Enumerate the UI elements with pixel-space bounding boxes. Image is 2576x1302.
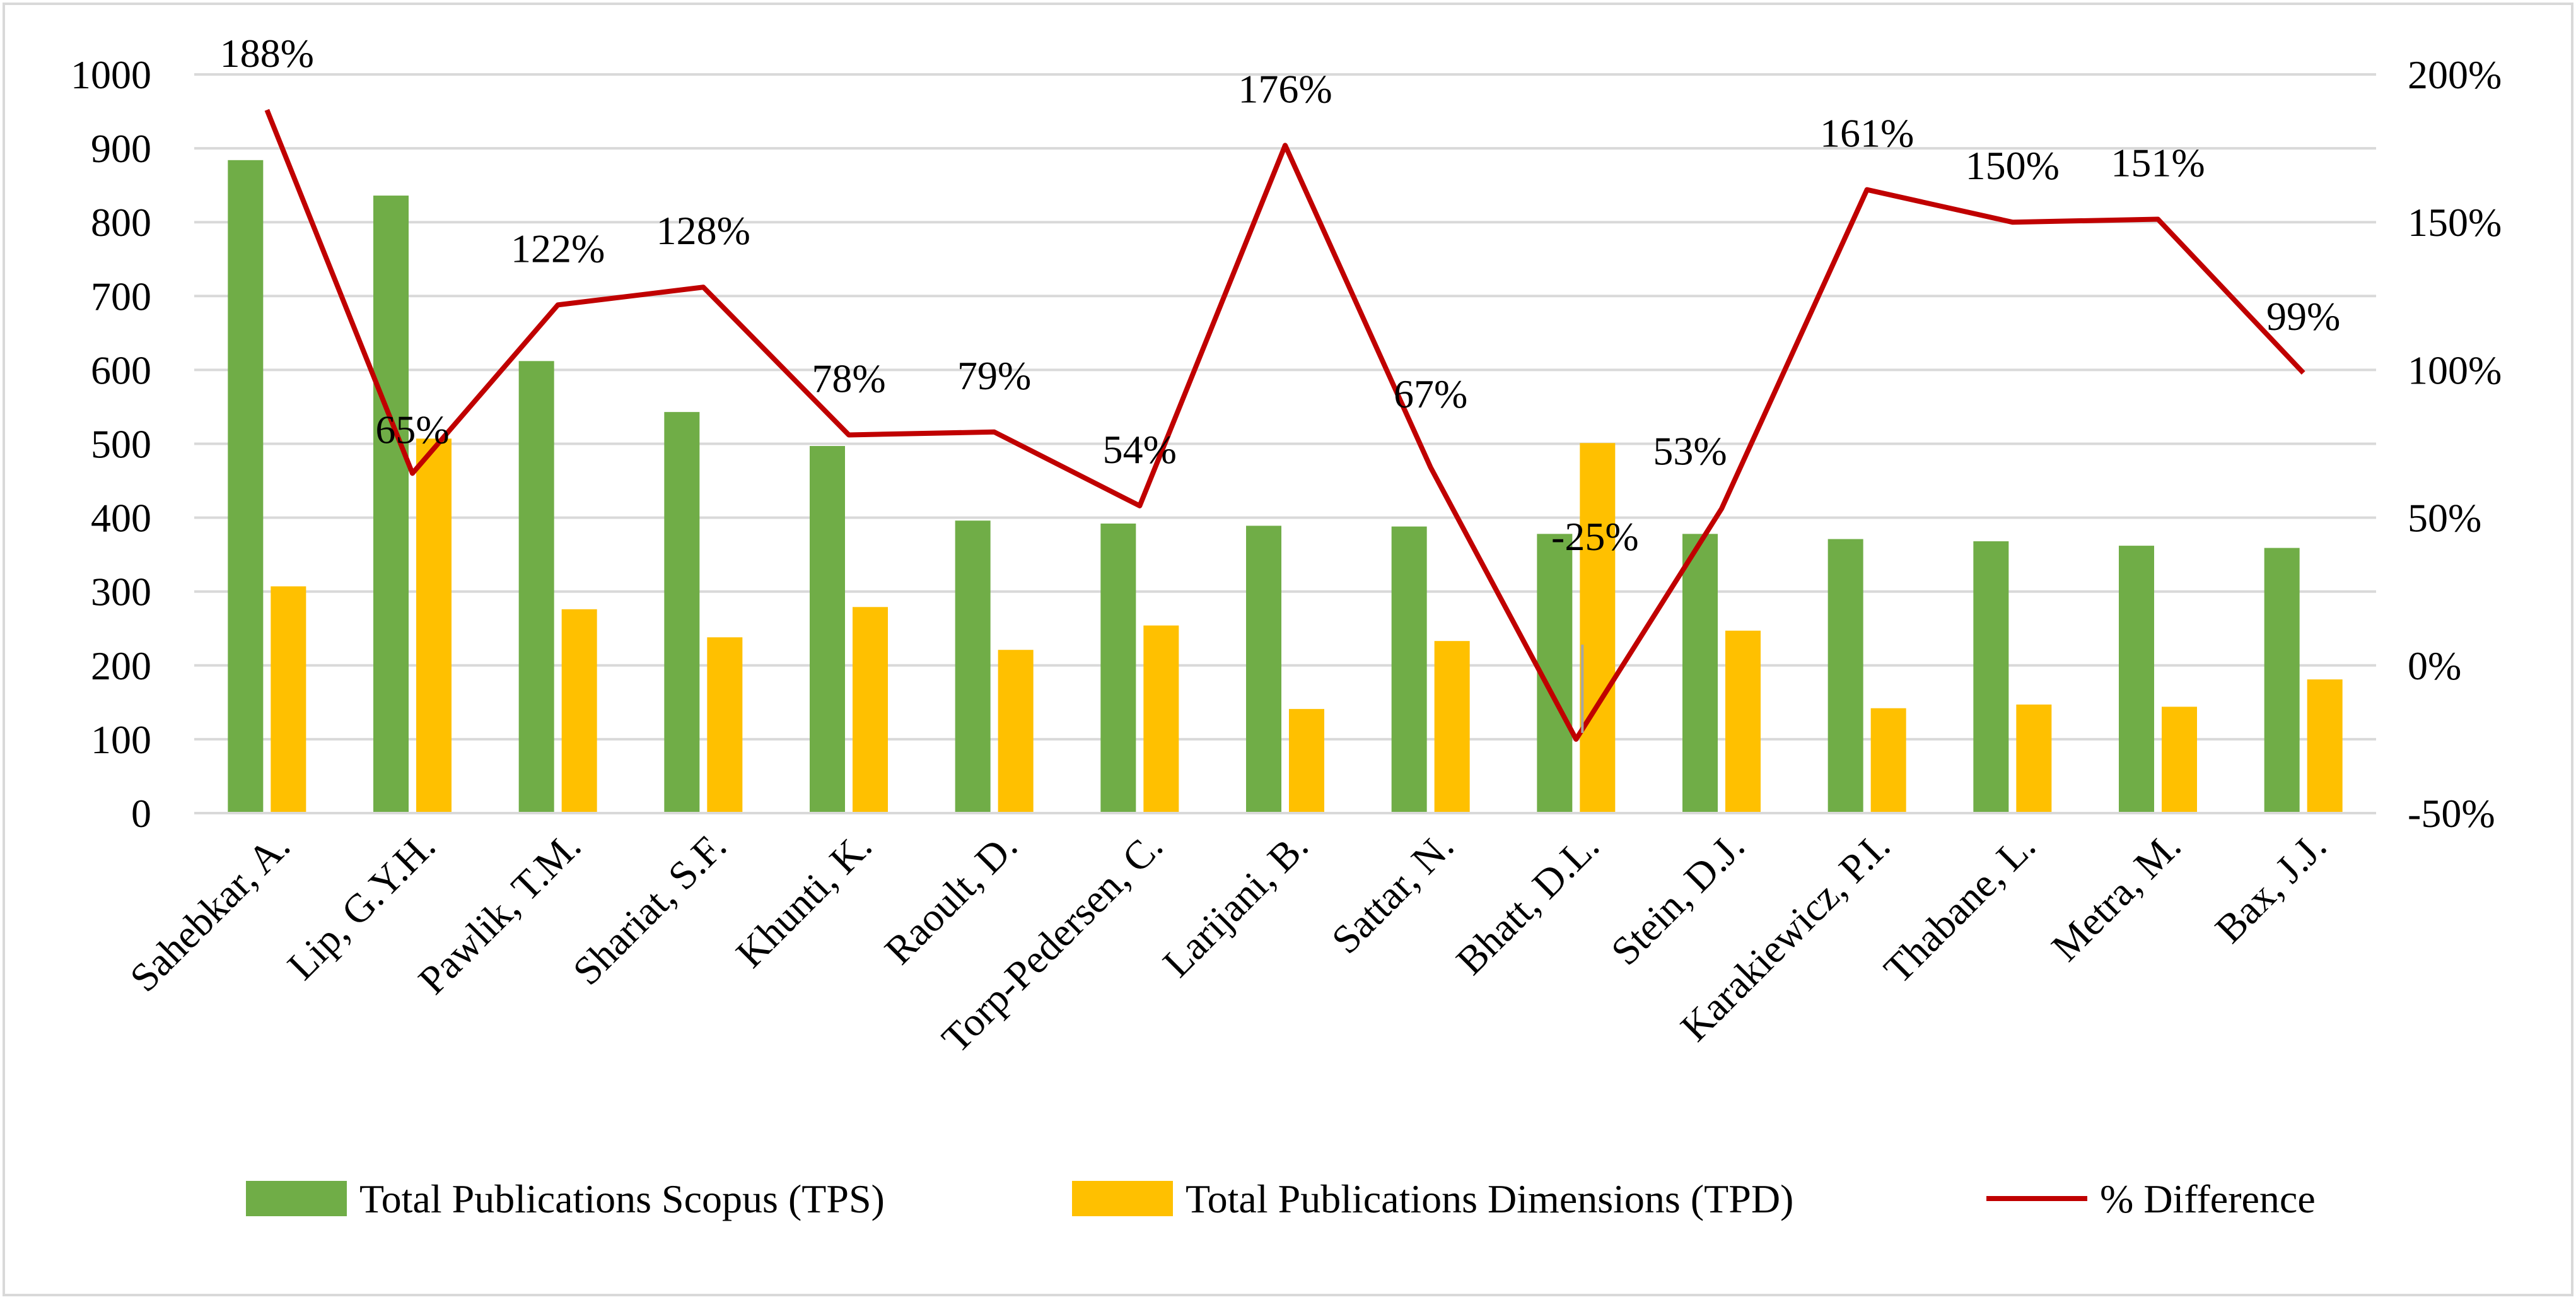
difference-data-label: 122% xyxy=(511,226,605,271)
bar-tps xyxy=(518,361,554,813)
difference-data-label: 161% xyxy=(1820,111,1914,156)
right-tick-label: -50% xyxy=(2408,791,2495,836)
left-tick-label: 800 xyxy=(91,200,151,245)
bar-tpd xyxy=(1870,708,1906,813)
bar-tps xyxy=(1973,541,2009,813)
right-tick-label: 50% xyxy=(2408,496,2481,541)
difference-line-group xyxy=(264,108,2305,742)
bar-tps xyxy=(373,196,409,813)
left-tick-label: 700 xyxy=(91,274,151,319)
bar-tps xyxy=(810,446,845,813)
difference-data-label: -25% xyxy=(1551,514,1639,559)
difference-data-label: 151% xyxy=(2111,141,2205,185)
bar-tpd xyxy=(416,438,452,813)
bar-tps xyxy=(228,160,264,814)
bar-tps xyxy=(1246,525,1281,813)
bar-tps xyxy=(2119,546,2154,813)
difference-data-label: 128% xyxy=(656,208,750,253)
bar-tps xyxy=(1100,523,1136,813)
legend: Total Publications Scopus (TPS) Total Pub… xyxy=(246,1176,2316,1221)
bar-tpd xyxy=(2162,707,2197,813)
difference-data-label: 78% xyxy=(812,356,885,401)
left-axis: 0 100 200 300 400 500 600 700 800 900 1000 xyxy=(71,52,151,836)
right-tick-label: 100% xyxy=(2408,348,2502,392)
bar-tpd xyxy=(1725,630,1761,813)
left-tick-label: 100 xyxy=(91,717,151,762)
bars xyxy=(228,160,2343,814)
bar-tpd xyxy=(2016,704,2052,813)
bar-tpd xyxy=(1434,641,1470,813)
legend-label: Total Publications Dimensions (TPD) xyxy=(1186,1176,1793,1221)
bar-tps xyxy=(1682,534,1718,813)
bar-tps xyxy=(1391,526,1427,813)
bar-tpd xyxy=(2307,679,2343,813)
bar-tps xyxy=(664,412,700,813)
legend-swatch xyxy=(1072,1181,1173,1216)
bar-tps xyxy=(2264,548,2300,813)
bar-tpd xyxy=(998,650,1034,813)
difference-data-label: 176% xyxy=(1238,66,1332,111)
left-tick-label: 300 xyxy=(91,570,151,614)
bar-tpd xyxy=(561,609,597,813)
right-tick-label: 0% xyxy=(2408,643,2461,688)
legend-swatch xyxy=(246,1181,347,1216)
left-tick-label: 1000 xyxy=(71,52,151,97)
left-tick-label: 500 xyxy=(91,422,151,467)
bar-tps xyxy=(955,520,991,813)
difference-data-label: 150% xyxy=(1966,143,2060,188)
left-tick-label: 900 xyxy=(91,126,151,171)
data-labels: 188% 65% 122% 128% 78% 79% 54% 176% 67% -25% 53% 16… xyxy=(220,31,2340,733)
bar-tpd xyxy=(1143,625,1179,813)
difference-data-label: 65% xyxy=(375,407,449,452)
left-tick-label: 400 xyxy=(91,496,151,541)
bar-tpd xyxy=(271,586,306,813)
difference-data-label: 79% xyxy=(957,353,1031,398)
bar-tps xyxy=(1827,539,1863,813)
difference-data-label: 54% xyxy=(1103,427,1177,472)
bar-tpd xyxy=(1580,443,1616,813)
bar-tpd xyxy=(707,637,743,813)
right-axis: -50% 0% 50% 100% 150% 200% xyxy=(2408,52,2502,836)
bar-tpd xyxy=(1289,708,1324,813)
right-tick-label: 150% xyxy=(2408,200,2502,245)
legend-label: % Difference xyxy=(2100,1176,2316,1221)
difference-data-label: 67% xyxy=(1394,372,1467,416)
legend-label: Total Publications Scopus (TPS) xyxy=(359,1176,885,1221)
difference-line xyxy=(264,108,2305,742)
left-tick-label: 200 xyxy=(91,643,151,688)
difference-data-label: 188% xyxy=(220,31,314,76)
bar-tpd xyxy=(853,607,888,813)
left-tick-label: 0 xyxy=(131,791,151,836)
difference-data-label: 99% xyxy=(2266,294,2340,339)
right-tick-label: 200% xyxy=(2408,52,2502,97)
difference-data-label: 53% xyxy=(1653,429,1727,474)
left-tick-label: 600 xyxy=(91,348,151,392)
